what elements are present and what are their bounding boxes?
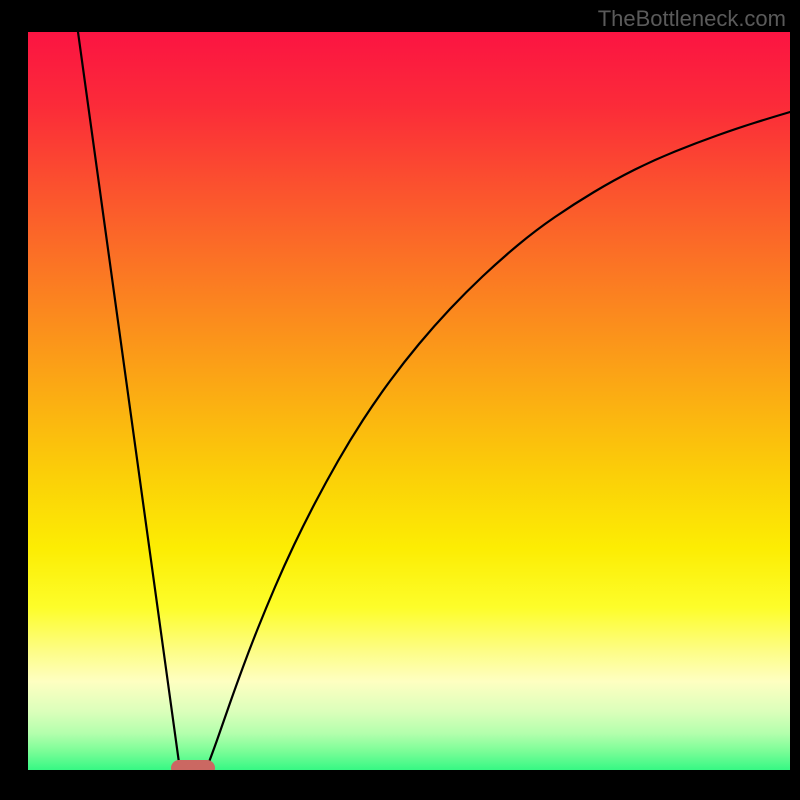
plot-area	[28, 32, 790, 770]
bottleneck-marker	[171, 760, 215, 770]
watermark-text: TheBottleneck.com	[598, 6, 786, 32]
chart-frame: TheBottleneck.com	[0, 0, 800, 800]
gradient-background	[28, 32, 790, 770]
chart-svg	[28, 32, 790, 770]
